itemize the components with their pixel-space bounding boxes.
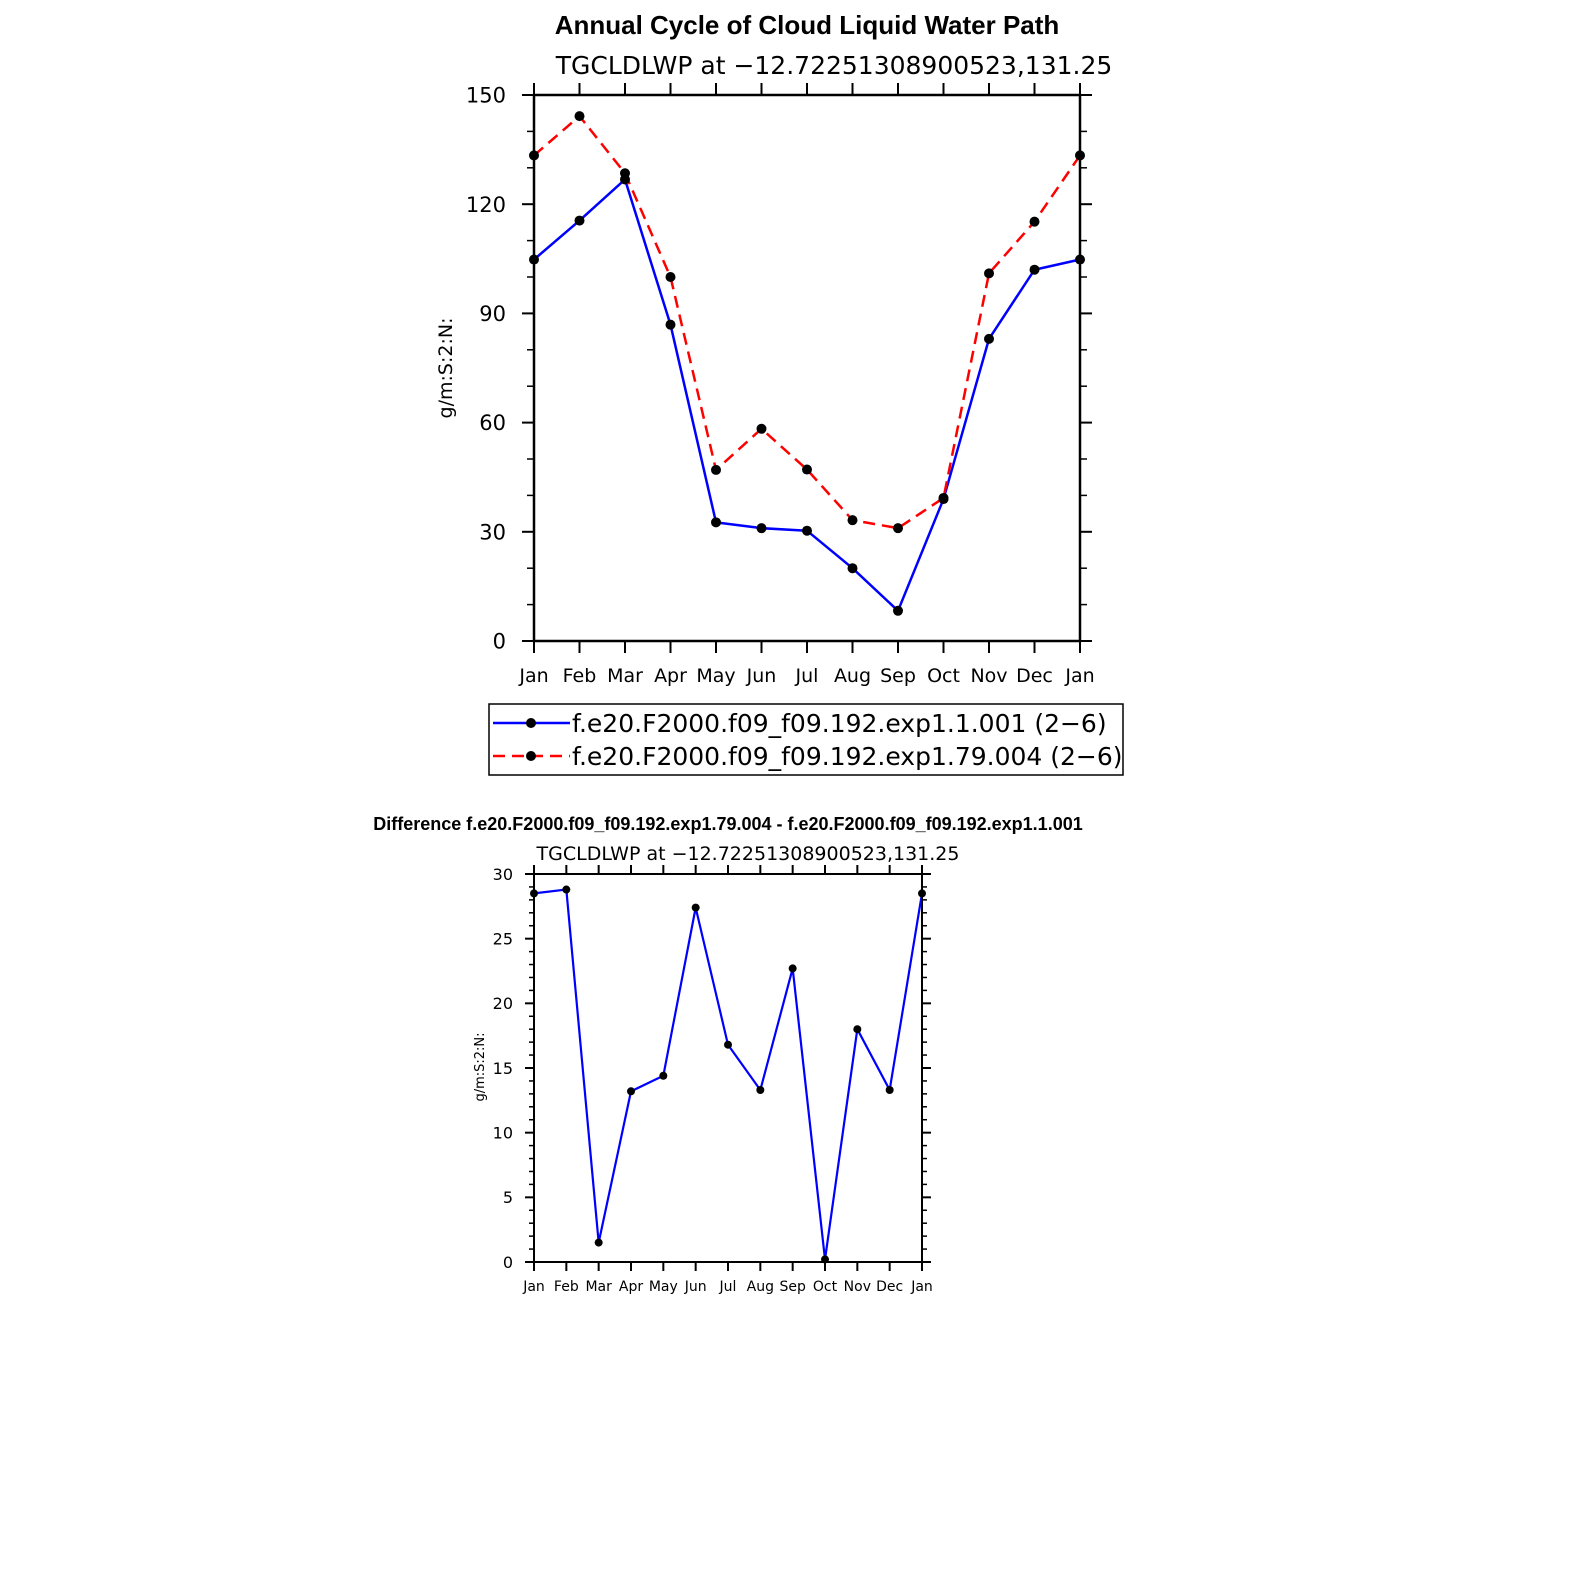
data-point-s1-10	[984, 268, 994, 279]
x-tick-label: Jun	[746, 665, 777, 687]
data-point-s0-8	[893, 605, 903, 616]
x-tick-label: Sep	[779, 1279, 806, 1295]
difference-chart: Difference f.e20.F2000.f09_f09.192.exp1.…	[373, 814, 1082, 1295]
legend-entry-0: f.e20.F2000.f09_f09.192.exp1.1.001 (2−6)	[572, 709, 1107, 738]
chart1-axes: Jan Feb Mar Apr May Jun Jul Aug Sep Oct Nov Dec Jan 0…	[466, 83, 1095, 687]
x-tick-label: Jan	[1064, 665, 1094, 687]
data-point-s1-6	[802, 464, 812, 475]
x-tick-label: Nov	[844, 1279, 871, 1295]
x-tick-label: Jul	[795, 665, 819, 687]
x-tick-label: Mar	[585, 1279, 612, 1295]
x-tick-label: Feb	[554, 1279, 579, 1295]
data-point-s0-3	[665, 319, 676, 330]
data-point-s0-2	[594, 1238, 603, 1247]
data-point-s1-2	[620, 168, 630, 179]
chart1-subtitle: TGCLDLWP at −12.72251308900523,131.25	[555, 51, 1113, 80]
chart2-frame	[533, 873, 923, 1263]
x-tick-label: Jan	[910, 1279, 933, 1295]
x-tick-label: May	[649, 1279, 678, 1295]
data-point-s1-11	[1029, 216, 1040, 227]
data-point-s1-9	[938, 492, 949, 503]
x-tick-label: Jan	[522, 1279, 545, 1295]
y-tick-label: 30	[493, 865, 513, 884]
data-point-s1-7	[847, 515, 858, 526]
chart2-axes: Jan Feb Mar Apr May Jun Jul Aug Sep Oct Nov Dec Jan 0…	[493, 865, 933, 1295]
x-tick-label: Dec	[876, 1279, 903, 1295]
chart1-ylabel: g/m:S:2:N:	[435, 318, 457, 419]
x-tick-label: Aug	[834, 665, 871, 687]
data-point-s0-3	[627, 1087, 635, 1096]
data-point-s0-8	[788, 964, 797, 973]
legend-swatch-marker-1	[526, 751, 536, 761]
legend-box	[488, 703, 1124, 776]
chart2-series	[530, 885, 926, 1264]
data-point-s0-4	[711, 517, 721, 528]
data-point-s0-11	[1029, 264, 1040, 275]
y-tick-label: 30	[479, 520, 506, 544]
y-tick-label: 120	[466, 193, 506, 217]
data-point-s0-7	[756, 1085, 765, 1094]
data-point-s0-7	[847, 563, 858, 574]
y-tick-label: 0	[503, 1253, 513, 1272]
y-tick-label: 150	[466, 84, 506, 108]
chart2-title: Difference f.e20.F2000.f09_f09.192.exp1.…	[373, 814, 1082, 834]
chart1-series	[529, 111, 1085, 616]
y-tick-label: 10	[493, 1123, 513, 1142]
data-point-s0-10	[853, 1025, 862, 1034]
data-point-s0-1	[574, 215, 585, 226]
y-tick-label: 5	[503, 1188, 513, 1207]
x-tick-label: Mar	[607, 665, 643, 687]
chart1-title: Annual Cycle of Cloud Liquid Water Path	[555, 10, 1060, 40]
data-point-s1-3	[665, 272, 676, 282]
x-tick-label: May	[696, 665, 735, 687]
data-point-s0-10	[984, 333, 994, 344]
x-tick-label: Aug	[747, 1279, 774, 1295]
data-point-s0-11	[885, 1085, 894, 1094]
data-point-s1-1	[574, 111, 585, 122]
y-tick-label: 20	[493, 994, 513, 1013]
annual-cycle-chart: Annual Cycle of Cloud Liquid Water Path …	[435, 10, 1124, 776]
legend-entry-1: f.e20.F2000.f09_f09.192.exp1.79.004 (2−6…	[572, 742, 1123, 771]
data-point-s0-6	[724, 1040, 732, 1049]
data-point-s1-4	[711, 464, 721, 475]
x-tick-label: Apr	[619, 1279, 643, 1295]
x-tick-label: Sep	[880, 665, 916, 687]
x-tick-label: Nov	[970, 665, 1007, 687]
data-point-s0-1	[562, 885, 571, 894]
x-tick-label: Oct	[927, 665, 960, 687]
data-point-s0-4	[659, 1071, 668, 1080]
x-tick-label: Dec	[1016, 665, 1053, 687]
data-point-s0-5	[691, 903, 700, 912]
x-tick-label: Jul	[719, 1279, 737, 1295]
y-tick-label: 15	[493, 1059, 513, 1078]
x-tick-label: Jan	[518, 665, 548, 687]
x-tick-label: Apr	[654, 665, 687, 687]
data-point-s0-6	[802, 525, 812, 536]
chart2-subtitle: TGCLDLWP at −12.72251308900523,131.25	[536, 843, 960, 865]
legend-swatch-marker-0	[526, 718, 536, 728]
data-point-s1-8	[893, 523, 903, 534]
y-tick-label: 25	[493, 929, 513, 948]
x-tick-label: Oct	[813, 1279, 838, 1295]
x-tick-label: Feb	[563, 665, 597, 687]
data-point-s1-5	[756, 423, 767, 434]
chart1-legend: f.e20.F2000.f09_f09.192.exp1.1.001 (2−6)…	[488, 703, 1124, 776]
chart1-frame	[532, 93, 1082, 643]
y-tick-label: 60	[479, 411, 506, 435]
data-point-s0-5	[756, 523, 767, 534]
y-tick-label: 0	[493, 630, 506, 654]
x-tick-label: Jun	[684, 1279, 707, 1295]
y-tick-label: 90	[479, 302, 506, 326]
chart2-ylabel: g/m:S:2:N:	[473, 1032, 488, 1101]
